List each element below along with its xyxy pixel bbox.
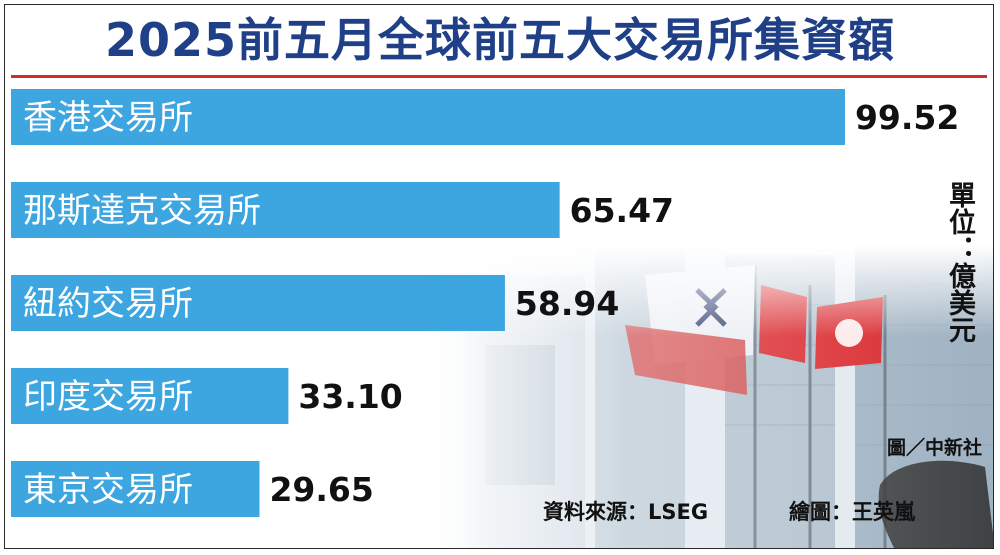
value-label-4: 33.10	[298, 377, 402, 416]
chart-frame: 2025前五月全球前五大交易所集資額 香港交易所 99.52 那斯達克交易所 65.4…	[4, 4, 994, 549]
value-label-5: 29.65	[269, 470, 373, 509]
data-source: 資料來源：LSEG	[543, 500, 709, 524]
category-label-3: 紐約交易所	[23, 284, 193, 324]
value-label-3: 58.94	[515, 284, 619, 323]
category-label-5: 東京交易所	[23, 470, 193, 510]
bar-1	[11, 89, 845, 145]
bar-2	[11, 182, 560, 238]
background-photo	[425, 245, 993, 548]
photo-credit: 圖／中新社	[887, 437, 983, 459]
graphic-credit: 繪圖：王英嵐	[789, 500, 915, 524]
chart-title: 2025前五月全球前五大交易所集資額	[104, 13, 896, 67]
value-label-1: 99.52	[855, 98, 959, 137]
value-label-2: 65.47	[570, 191, 674, 230]
title-underline	[11, 75, 987, 78]
bar-3	[11, 275, 505, 331]
category-label-2: 那斯達克交易所	[23, 191, 261, 231]
bar-chart: 香港交易所 99.52 那斯達克交易所 65.47 紐約交易所 58.94 印度交易所 33.…	[11, 89, 959, 517]
unit-label: 單位：億美元	[944, 181, 975, 343]
bar-4	[11, 368, 289, 424]
category-label-4: 印度交易所	[23, 377, 193, 417]
category-label-1: 香港交易所	[23, 98, 193, 138]
bar-5	[11, 461, 260, 517]
